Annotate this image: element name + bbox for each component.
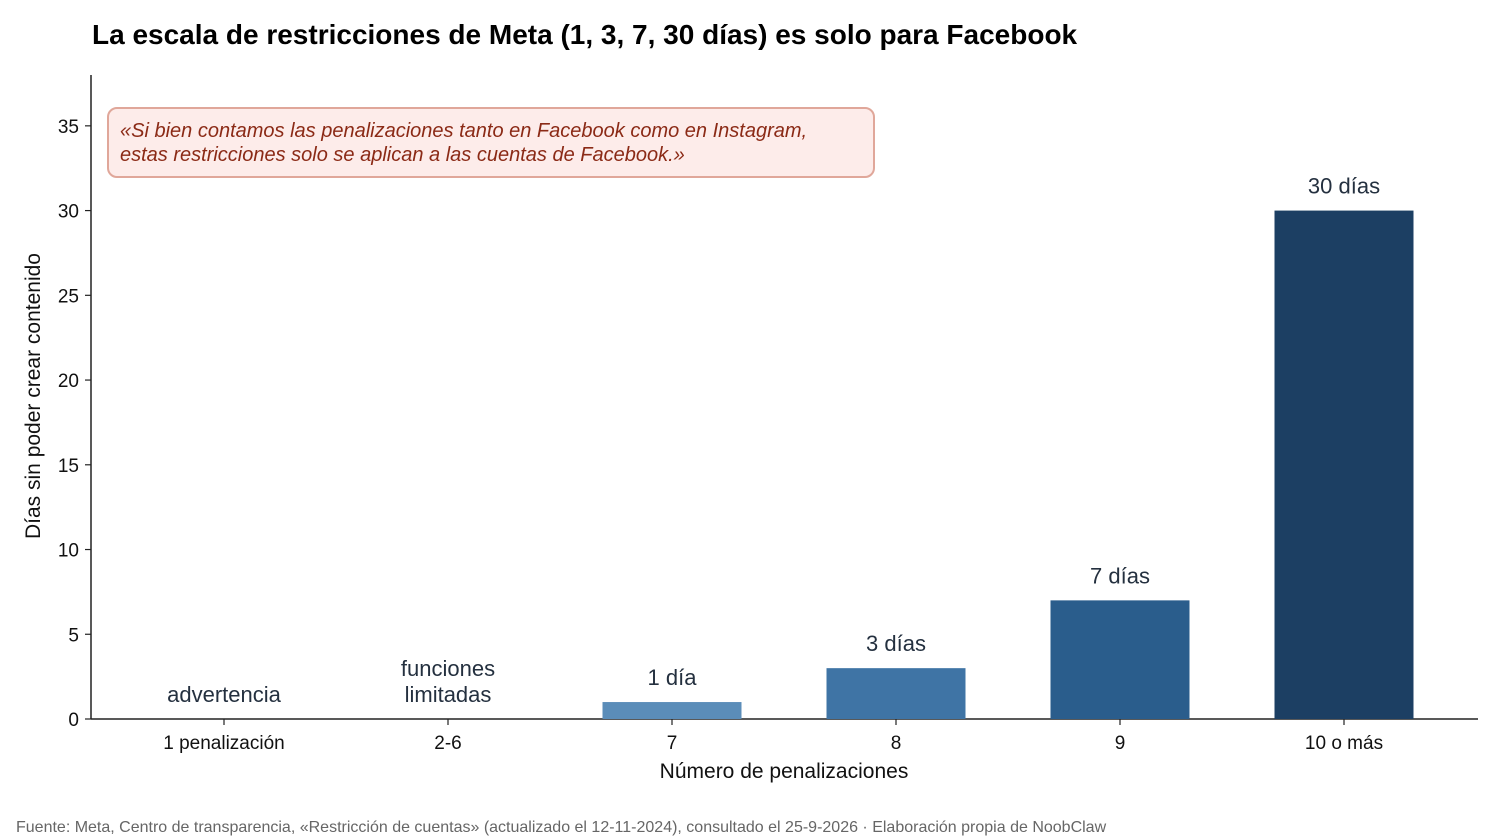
chart-title: La escala de restricciones de Meta (1, 3… — [92, 19, 1078, 50]
y-tick-label: 5 — [68, 625, 79, 646]
annotation-background — [107, 107, 875, 178]
y-tick-label: 20 — [58, 371, 79, 392]
y-tick-label: 30 — [58, 202, 79, 223]
y-tick-label: 15 — [58, 456, 79, 477]
bar — [1050, 600, 1190, 719]
bar — [826, 668, 966, 719]
x-axis-label: Número de penalizaciones — [660, 760, 909, 783]
bar-value-label: limitadas — [405, 682, 492, 707]
x-tick-label: 1 penalización — [163, 733, 284, 754]
y-tick-label: 10 — [58, 541, 79, 562]
y-tick-label: 35 — [58, 117, 79, 138]
x-axis: 1 penalización 2-6 7 8 9 10 o más — [91, 718, 1478, 754]
bars — [602, 210, 1414, 719]
bar — [602, 702, 742, 719]
bar-value-label: 7 días — [1090, 563, 1150, 588]
bar-value-label: 3 días — [866, 631, 926, 656]
x-tick-label: 2-6 — [434, 733, 461, 754]
bar-value-label: advertencia — [167, 682, 282, 707]
x-tick-label: 10 o más — [1305, 733, 1383, 754]
bar-value-label: funciones — [401, 656, 495, 681]
source-note: Fuente: Meta, Centro de transparencia, «… — [16, 819, 1107, 836]
y-axis-label: Días sin poder crear contenido — [22, 253, 45, 539]
annotation-line-1: «Si bien contamos las penalizaciones tan… — [120, 120, 807, 142]
y-tick-label: 0 — [68, 710, 79, 731]
y-axis: 0 5 10 15 20 25 30 35 — [58, 75, 92, 731]
bar — [1274, 210, 1414, 719]
annotation-line-2: estas restricciones solo se aplican a la… — [120, 144, 685, 166]
x-tick-label: 9 — [1115, 733, 1126, 754]
y-tick-label: 25 — [58, 286, 79, 307]
bar-value-label: 1 día — [648, 665, 698, 690]
x-tick-label: 8 — [891, 733, 902, 754]
x-tick-label: 7 — [667, 733, 678, 754]
bar-value-label: 30 días — [1308, 174, 1380, 199]
annotation-box: «Si bien contamos las penalizaciones tan… — [107, 107, 875, 178]
